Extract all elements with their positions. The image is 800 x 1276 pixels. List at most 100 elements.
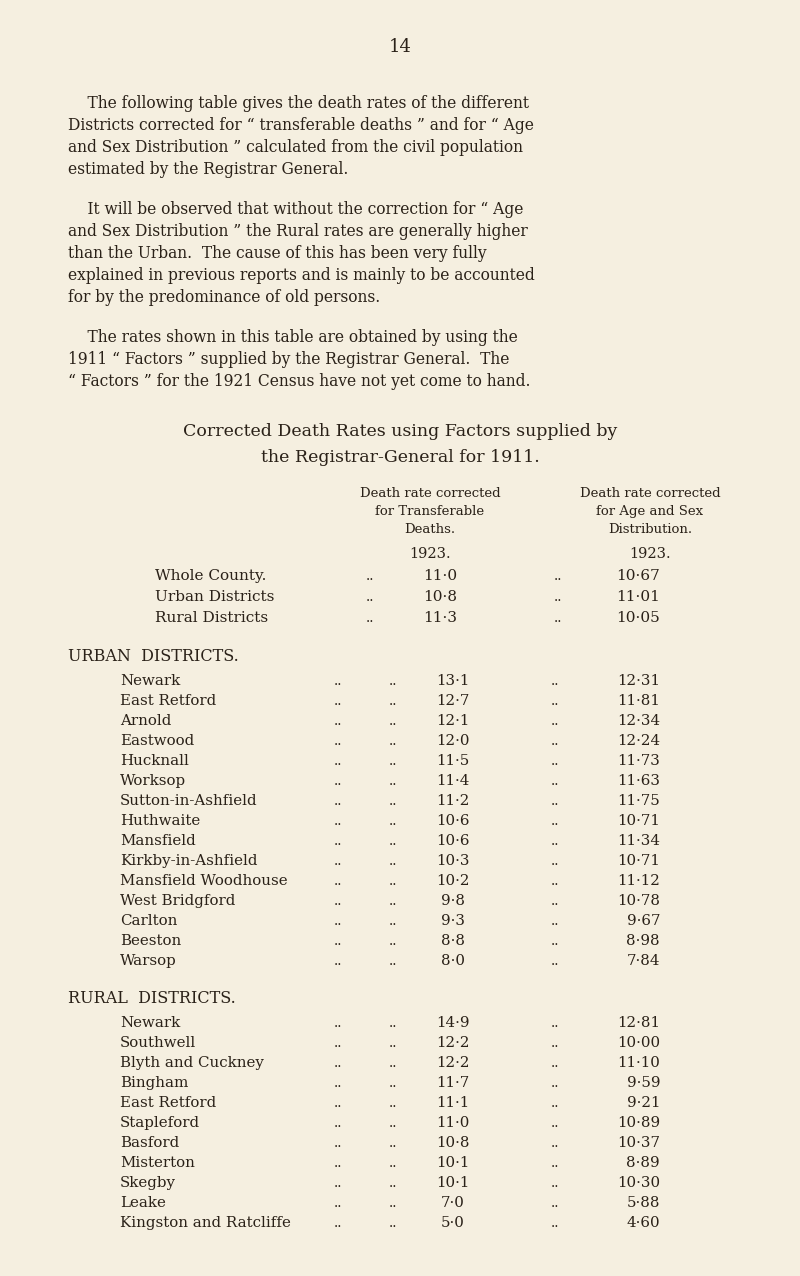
Text: ..: .. bbox=[550, 1176, 559, 1191]
Text: ..: .. bbox=[389, 954, 398, 968]
Text: ..: .. bbox=[550, 694, 559, 708]
Text: Skegby: Skegby bbox=[120, 1176, 176, 1191]
Text: 9·67: 9·67 bbox=[626, 914, 660, 928]
Text: 11·0: 11·0 bbox=[423, 569, 457, 583]
Text: Mansfield Woodhouse: Mansfield Woodhouse bbox=[120, 874, 288, 888]
Text: 12·81: 12·81 bbox=[617, 1016, 660, 1030]
Text: Warsop: Warsop bbox=[120, 954, 177, 968]
Text: 8·98: 8·98 bbox=[626, 934, 660, 948]
Text: 11·63: 11·63 bbox=[617, 775, 660, 789]
Text: 13·1: 13·1 bbox=[436, 674, 470, 688]
Text: ..: .. bbox=[334, 734, 342, 748]
Text: 12·34: 12·34 bbox=[617, 715, 660, 729]
Text: ..: .. bbox=[334, 754, 342, 768]
Text: and Sex Distribution ” calculated from the civil population: and Sex Distribution ” calculated from t… bbox=[68, 139, 523, 156]
Text: 4·60: 4·60 bbox=[626, 1216, 660, 1230]
Text: for Age and Sex: for Age and Sex bbox=[597, 505, 703, 518]
Text: Beeston: Beeston bbox=[120, 934, 182, 948]
Text: Hucknall: Hucknall bbox=[120, 754, 189, 768]
Text: ..: .. bbox=[389, 1136, 398, 1150]
Text: 12·7: 12·7 bbox=[436, 694, 470, 708]
Text: ..: .. bbox=[334, 715, 342, 729]
Text: ..: .. bbox=[334, 814, 342, 828]
Text: ..: .. bbox=[389, 1116, 398, 1131]
Text: 10·1: 10·1 bbox=[436, 1176, 470, 1191]
Text: Newark: Newark bbox=[120, 674, 180, 688]
Text: ..: .. bbox=[554, 569, 562, 583]
Text: 10·3: 10·3 bbox=[436, 854, 470, 868]
Text: ..: .. bbox=[389, 715, 398, 729]
Text: ..: .. bbox=[334, 1136, 342, 1150]
Text: ..: .. bbox=[389, 794, 398, 808]
Text: 8·0: 8·0 bbox=[441, 954, 465, 968]
Text: It will be observed that without the correction for “ Age: It will be observed that without the cor… bbox=[68, 202, 523, 218]
Text: explained in previous reports and is mainly to be accounted: explained in previous reports and is mai… bbox=[68, 267, 534, 285]
Text: ..: .. bbox=[334, 694, 342, 708]
Text: ..: .. bbox=[389, 1176, 398, 1191]
Text: Corrected Death Rates using Factors supplied by: Corrected Death Rates using Factors supp… bbox=[183, 424, 617, 440]
Text: ..: .. bbox=[550, 1116, 559, 1131]
Text: ..: .. bbox=[334, 1016, 342, 1030]
Text: Districts corrected for “ transferable deaths ” and for “ Age: Districts corrected for “ transferable d… bbox=[68, 117, 534, 134]
Text: 11·73: 11·73 bbox=[617, 754, 660, 768]
Text: RURAL  DISTRICTS.: RURAL DISTRICTS. bbox=[68, 990, 236, 1007]
Text: 10·71: 10·71 bbox=[617, 854, 660, 868]
Text: 12·0: 12·0 bbox=[436, 734, 470, 748]
Text: URBAN  DISTRICTS.: URBAN DISTRICTS. bbox=[68, 648, 238, 665]
Text: ..: .. bbox=[389, 1216, 398, 1230]
Text: 11·0: 11·0 bbox=[436, 1116, 470, 1131]
Text: 10·30: 10·30 bbox=[617, 1176, 660, 1191]
Text: 12·1: 12·1 bbox=[436, 715, 470, 729]
Text: Kingston and Ratcliffe: Kingston and Ratcliffe bbox=[120, 1216, 291, 1230]
Text: ..: .. bbox=[366, 611, 374, 625]
Text: 12·2: 12·2 bbox=[436, 1036, 470, 1050]
Text: 10·67: 10·67 bbox=[616, 569, 660, 583]
Text: Arnold: Arnold bbox=[120, 715, 171, 729]
Text: ..: .. bbox=[334, 775, 342, 789]
Text: ..: .. bbox=[389, 775, 398, 789]
Text: ..: .. bbox=[334, 1036, 342, 1050]
Text: 10·1: 10·1 bbox=[436, 1156, 470, 1170]
Text: 11·10: 11·10 bbox=[617, 1057, 660, 1071]
Text: 8·8: 8·8 bbox=[441, 934, 465, 948]
Text: 9·3: 9·3 bbox=[441, 914, 465, 928]
Text: ..: .. bbox=[550, 715, 559, 729]
Text: 11·01: 11·01 bbox=[616, 590, 660, 604]
Text: ..: .. bbox=[550, 734, 559, 748]
Text: ..: .. bbox=[334, 954, 342, 968]
Text: 9·21: 9·21 bbox=[626, 1096, 660, 1110]
Text: ..: .. bbox=[389, 1096, 398, 1110]
Text: ..: .. bbox=[334, 934, 342, 948]
Text: ..: .. bbox=[389, 1057, 398, 1071]
Text: 10·05: 10·05 bbox=[616, 611, 660, 625]
Text: ..: .. bbox=[334, 1156, 342, 1170]
Text: ..: .. bbox=[550, 754, 559, 768]
Text: ..: .. bbox=[389, 894, 398, 909]
Text: the Registrar-General for 1911.: the Registrar-General for 1911. bbox=[261, 449, 539, 466]
Text: ..: .. bbox=[554, 590, 562, 604]
Text: Stapleford: Stapleford bbox=[120, 1116, 200, 1131]
Text: ..: .. bbox=[334, 1057, 342, 1071]
Text: ..: .. bbox=[550, 1076, 559, 1090]
Text: The rates shown in this table are obtained by using the: The rates shown in this table are obtain… bbox=[68, 329, 518, 346]
Text: 9·8: 9·8 bbox=[441, 894, 465, 909]
Text: 11·4: 11·4 bbox=[436, 775, 470, 789]
Text: ..: .. bbox=[334, 794, 342, 808]
Text: ..: .. bbox=[334, 1176, 342, 1191]
Text: ..: .. bbox=[550, 1036, 559, 1050]
Text: ..: .. bbox=[389, 674, 398, 688]
Text: ..: .. bbox=[550, 914, 559, 928]
Text: ..: .. bbox=[366, 569, 374, 583]
Text: ..: .. bbox=[334, 894, 342, 909]
Text: 14: 14 bbox=[389, 38, 411, 56]
Text: Deaths.: Deaths. bbox=[405, 523, 455, 536]
Text: 8·89: 8·89 bbox=[626, 1156, 660, 1170]
Text: 10·8: 10·8 bbox=[423, 590, 457, 604]
Text: ..: .. bbox=[550, 835, 559, 849]
Text: 10·6: 10·6 bbox=[436, 814, 470, 828]
Text: ..: .. bbox=[334, 1196, 342, 1210]
Text: ..: .. bbox=[550, 814, 559, 828]
Text: East Retford: East Retford bbox=[120, 1096, 216, 1110]
Text: 11·1: 11·1 bbox=[436, 1096, 470, 1110]
Text: ..: .. bbox=[389, 874, 398, 888]
